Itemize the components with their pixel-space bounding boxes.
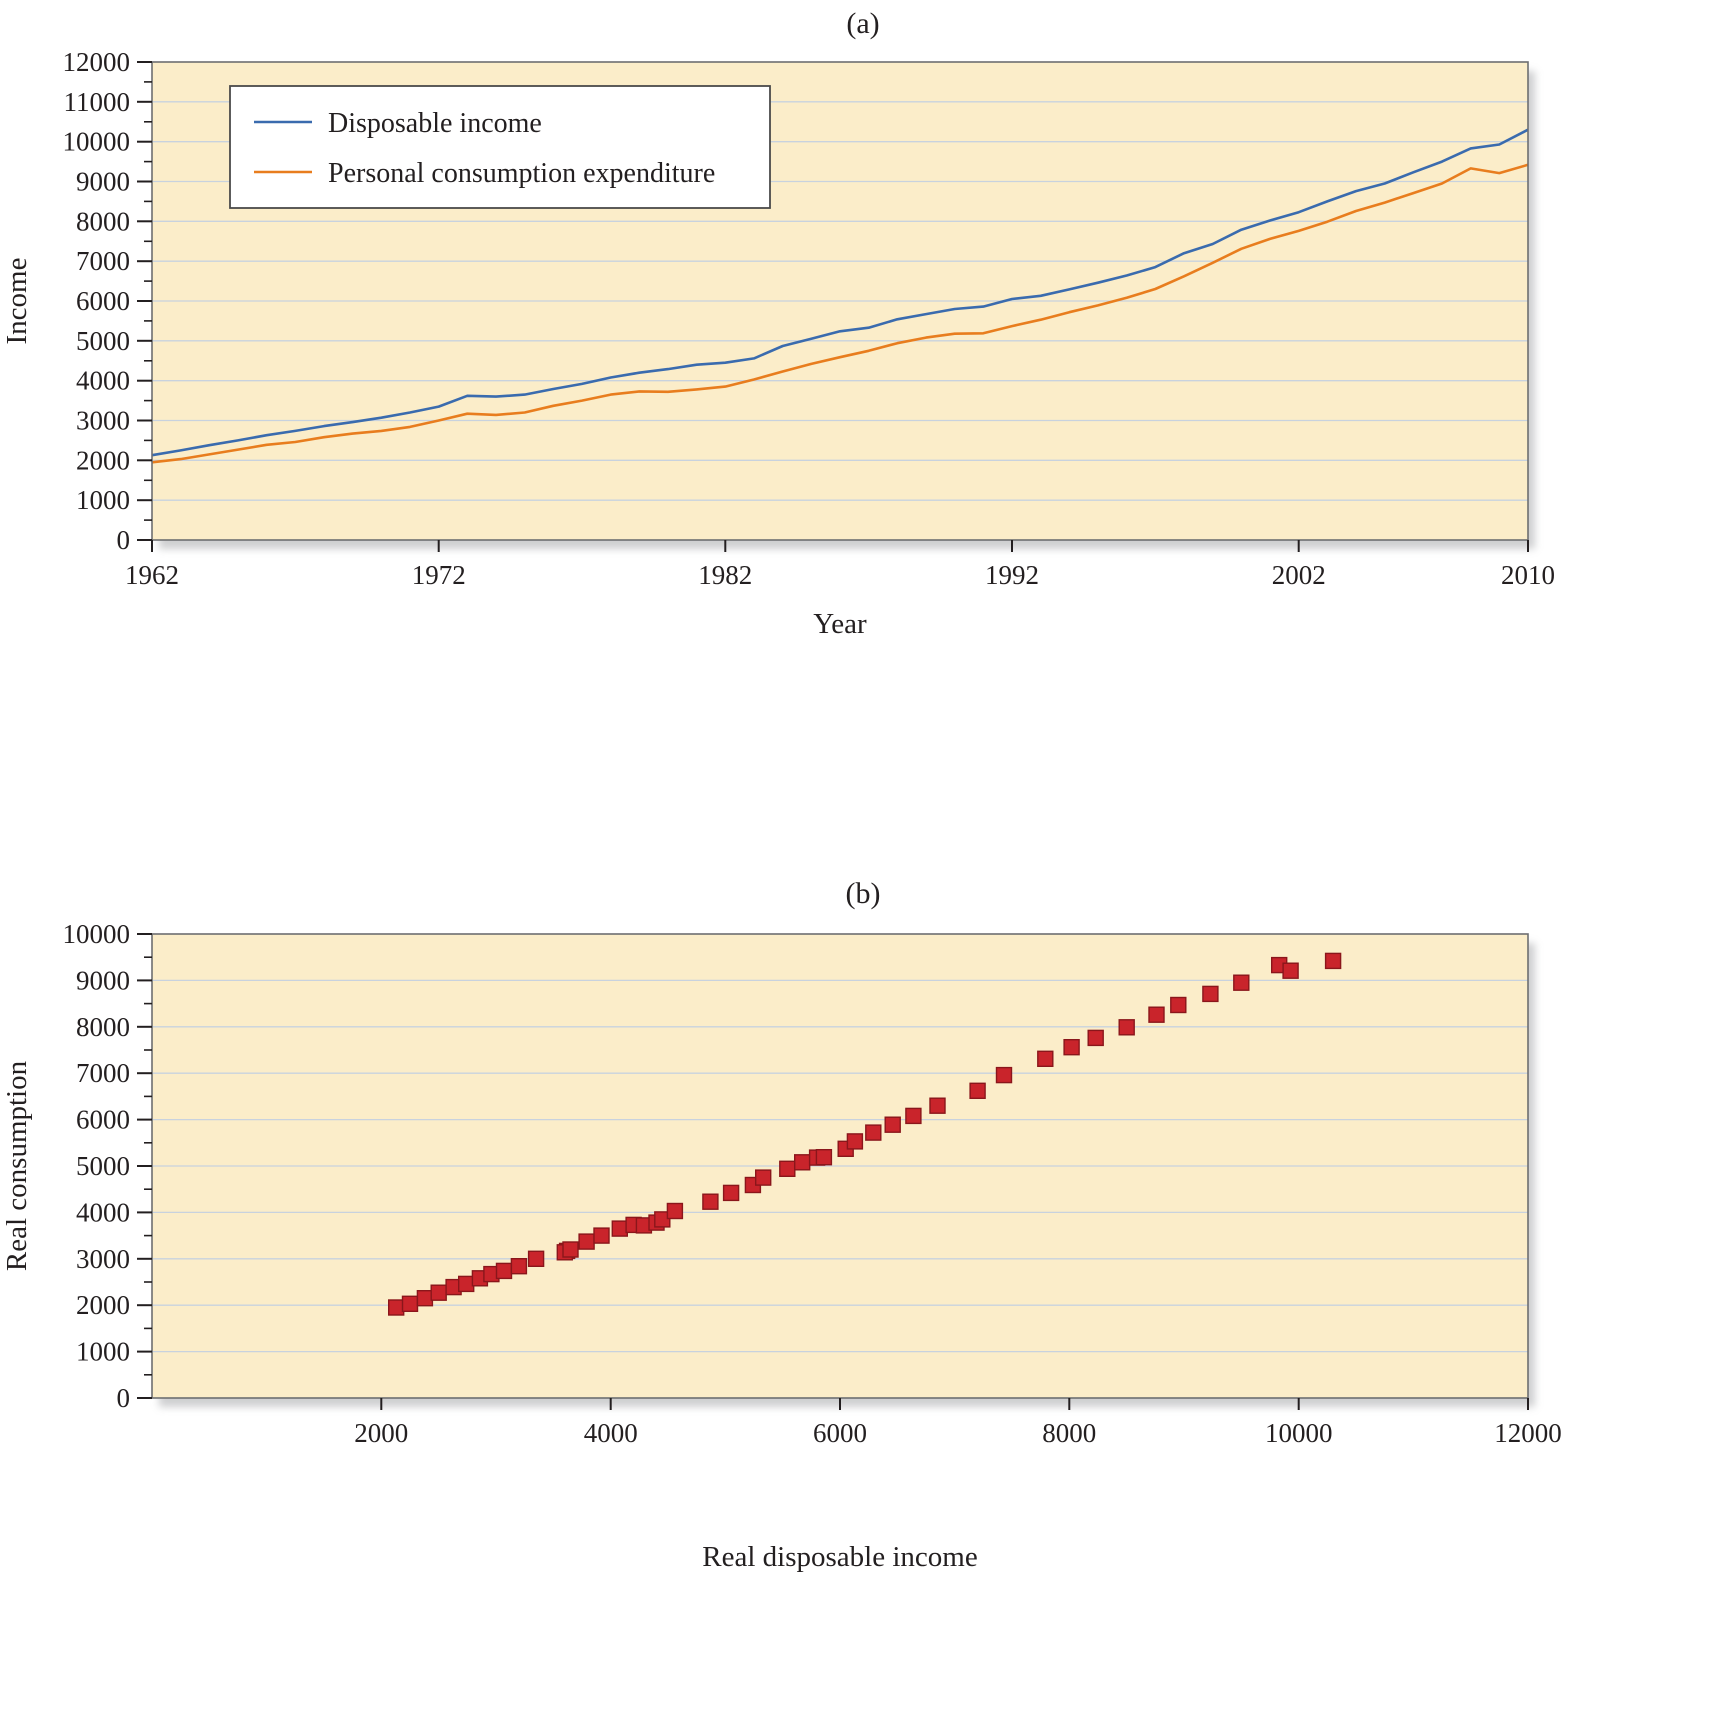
data-point (593, 1227, 610, 1244)
y-tick-label: 3000 (76, 406, 130, 436)
panel-b: (b) 0 1000 2000 3000 4000 5000 6000 7000 8000 900… (0, 870, 1726, 1618)
y-tick-label: 5000 (76, 1151, 130, 1181)
data-point (1282, 962, 1299, 979)
data-point (611, 1220, 628, 1237)
x-axis-label: Real disposable income (702, 1541, 977, 1573)
x-axis-label: Year (813, 608, 867, 640)
x-tick-label: 2002 (1272, 560, 1326, 590)
x-tick-label: 8000 (1042, 1418, 1096, 1448)
data-point (654, 1211, 671, 1228)
y-tick-label: 1000 (76, 1337, 130, 1367)
data-point (865, 1124, 882, 1141)
y-tick-label: 6000 (76, 1105, 130, 1135)
data-point (929, 1097, 946, 1114)
data-point (1063, 1038, 1080, 1056)
y-tick-label: 2000 (76, 445, 130, 475)
panel-b-title: (b) (845, 877, 881, 910)
x-tick-label: 10000 (1265, 1418, 1333, 1448)
data-point (562, 1241, 579, 1258)
data-point (527, 1250, 545, 1267)
y-tick-label: 1000 (76, 485, 130, 515)
x-tick-label: 2000 (354, 1418, 408, 1448)
x-tick-label: 1972 (412, 560, 466, 590)
data-point (815, 1148, 833, 1166)
data-point (430, 1284, 447, 1301)
data-point (416, 1290, 434, 1307)
x-tick-label: 2010 (1501, 560, 1555, 590)
data-point (779, 1160, 796, 1178)
y-tick-label: 8000 (76, 206, 130, 236)
y-tick-label: 7000 (76, 1058, 130, 1088)
line-chart-income-vs-year: 0 1000 2000 3000 4000 5000 6000 7000 8000 9000 100… (1, 48, 1555, 640)
y-tick-label: 4000 (76, 1197, 130, 1227)
data-point (905, 1107, 922, 1125)
data-point (458, 1275, 475, 1293)
data-point (1324, 952, 1342, 970)
data-point (666, 1202, 684, 1220)
data-point (578, 1233, 595, 1250)
data-point (722, 1184, 740, 1202)
data-point (702, 1193, 719, 1210)
y-tick-label: 0 (117, 525, 131, 555)
legend-label: Personal consumption expenditure (328, 158, 715, 189)
y-tick-label: 6000 (76, 286, 130, 316)
y-axis-label: Real consumption (1, 1060, 33, 1271)
x-tick-label: 12000 (1494, 1418, 1562, 1448)
y-tick-label: 3000 (76, 1244, 130, 1274)
scatter-chart-consumption-vs-income: 0 1000 2000 3000 4000 5000 6000 7000 8000 9000 100… (1, 919, 1562, 1573)
legend-box (229, 85, 771, 209)
data-point (846, 1133, 864, 1150)
data-point (1037, 1050, 1054, 1068)
y-tick-label: 12000 (63, 48, 131, 77)
data-point (1170, 996, 1187, 1014)
y-tick-label: 11000 (64, 87, 131, 117)
data-point (388, 1299, 405, 1316)
panel-a-title: (a) (846, 7, 880, 40)
data-point (495, 1262, 513, 1280)
data-point (1118, 1019, 1135, 1036)
data-point (510, 1258, 528, 1275)
data-point (755, 1169, 772, 1186)
data-point (995, 1066, 1013, 1084)
data-point (1202, 985, 1219, 1003)
figure: (a) 0 1000 2000 3000 4000 5000 6000 7000 8000 900… (0, 0, 1726, 1618)
y-tick-label: 8000 (76, 1012, 130, 1042)
data-point (969, 1082, 986, 1100)
x-tick-label: 4000 (584, 1418, 638, 1448)
y-axis-label: Income (1, 258, 33, 345)
y-tick-label: 4000 (76, 366, 130, 396)
y-tick-label: 7000 (76, 246, 130, 276)
y-tick-label: 10000 (63, 127, 131, 157)
series-line (151, 163, 1529, 464)
x-tick-label: 6000 (813, 1418, 867, 1448)
data-point (1233, 974, 1250, 991)
y-tick-label: 2000 (76, 1290, 130, 1320)
data-point (1087, 1029, 1104, 1047)
series-line (151, 128, 1529, 457)
y-tick-label: 10000 (63, 919, 131, 949)
data-point (884, 1116, 901, 1133)
y-tick-label: 9000 (76, 965, 130, 995)
x-tick-label: 1982 (698, 560, 752, 590)
y-tick-label: 9000 (76, 167, 130, 197)
panel-a: (a) 0 1000 2000 3000 4000 5000 6000 7000 8000 900… (0, 0, 1726, 648)
legend-label: Disposable income (328, 108, 542, 139)
x-tick-label: 1962 (125, 560, 179, 590)
y-tick-label: 5000 (76, 326, 130, 356)
data-point (794, 1154, 811, 1171)
data-point (1148, 1006, 1165, 1023)
y-tick-label: 0 (117, 1383, 131, 1413)
x-tick-label: 1992 (985, 560, 1039, 590)
data-point (401, 1295, 419, 1312)
